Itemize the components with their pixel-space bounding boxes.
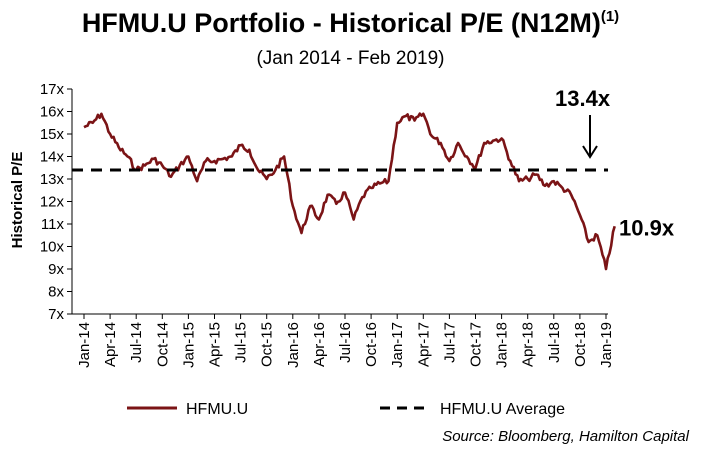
x-tick-label: Jul-18 xyxy=(546,322,563,363)
x-tick-label: Oct-18 xyxy=(572,322,589,367)
x-tick-label: Jan-14 xyxy=(76,322,93,368)
y-tick-label: 11x xyxy=(41,216,65,233)
x-tick-label: Apr-18 xyxy=(520,322,537,367)
average-arrow-head xyxy=(582,145,598,159)
x-tick-label: Apr-17 xyxy=(415,322,432,367)
source-note: Source: Bloomberg, Hamilton Capital xyxy=(442,428,689,445)
y-tick-label: 10x xyxy=(40,239,65,256)
y-tick-label: 9x xyxy=(48,261,64,278)
y-tick-label: 17x xyxy=(40,81,65,98)
x-tick-label: Jul-16 xyxy=(337,322,354,363)
y-tick-label: 12x xyxy=(40,194,65,211)
x-tick-label: Oct-15 xyxy=(259,322,276,367)
chart-title: HFMU.U Portfolio - Historical P/E (N12M)… xyxy=(0,8,701,39)
x-tick-label: Apr-15 xyxy=(207,322,224,367)
x-tick-label: Jan-15 xyxy=(180,322,197,368)
x-tick-label: Jan-18 xyxy=(494,322,511,368)
x-tick-label: Oct-14 xyxy=(154,322,171,367)
y-tick-label: 15x xyxy=(40,126,65,143)
x-tick-label: Oct-17 xyxy=(468,322,485,367)
chart-subtitle: (Jan 2014 - Feb 2019) xyxy=(256,48,445,69)
x-tick-label: Jan-16 xyxy=(285,322,302,368)
latest-value-label: 10.9x xyxy=(619,215,675,240)
x-tick-label: Jan-17 xyxy=(389,322,406,368)
y-tick-label: 16x xyxy=(40,104,65,121)
y-axis-label: Historical P/E xyxy=(9,152,26,249)
x-tick-label: Jul-14 xyxy=(128,322,145,363)
y-tick-label: 7x xyxy=(48,306,64,323)
average-arrow-icon xyxy=(582,115,598,159)
y-tick-label: 13x xyxy=(40,171,65,188)
y-axis: 7x 8x 9x 10x 11x 12x 13x 14x 15x 16x 17x xyxy=(40,81,73,323)
x-tick-label: Apr-14 xyxy=(102,322,119,367)
chart-title-text: HFMU.U Portfolio - Historical P/E (N12M) xyxy=(81,8,601,38)
legend: HFMU.U HFMU.U Average xyxy=(127,401,565,418)
plot-area xyxy=(72,112,616,271)
legend-label-hfmu: HFMU.U xyxy=(186,401,248,418)
x-tick-label: Jan-19 xyxy=(598,322,615,368)
series-line-hfmu xyxy=(83,112,616,271)
y-tick-label: 14x xyxy=(40,149,65,166)
x-tick-label: Oct-16 xyxy=(363,322,380,367)
legend-label-average: HFMU.U Average xyxy=(440,401,565,418)
average-value-label: 13.4x xyxy=(555,86,611,111)
x-tick-label: Jul-15 xyxy=(233,322,250,363)
chart-title-footnote: (1) xyxy=(600,8,620,25)
x-tick-label: Apr-16 xyxy=(311,322,328,367)
y-tick-label: 8x xyxy=(48,284,64,301)
x-tick-label: Jul-17 xyxy=(441,322,458,363)
x-axis: Jan-14 Apr-14 Jul-14 Oct-14 Jan-15 Apr-15 Jul-… xyxy=(72,313,615,368)
